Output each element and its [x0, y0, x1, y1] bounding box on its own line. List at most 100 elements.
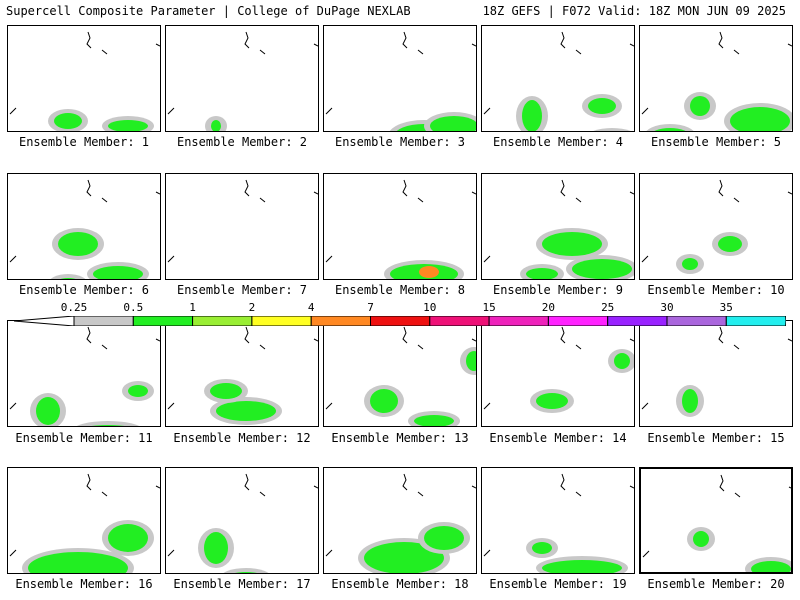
field-contour-mid	[542, 560, 622, 573]
field-contour-mid	[108, 524, 148, 552]
coastline	[167, 179, 318, 263]
map-field	[9, 473, 160, 573]
map-panel-member-14[interactable]	[481, 320, 635, 427]
field-contour-mid	[718, 236, 742, 252]
colorbar-segment	[666, 316, 727, 326]
map-field	[641, 31, 792, 131]
field-contour-mid	[536, 393, 568, 409]
map-panel-member-18[interactable]	[323, 467, 477, 574]
field-contour-mid	[216, 401, 276, 421]
coastline	[642, 474, 791, 558]
panel-label: Ensemble Member: 15	[647, 431, 785, 445]
colorbar-tick-label: 4	[307, 301, 315, 314]
coastline	[167, 473, 318, 557]
panel-label: Ensemble Member: 9	[492, 283, 624, 297]
map-field	[642, 474, 791, 572]
colorbar-tick-label: 15	[482, 301, 496, 314]
coastline	[167, 31, 318, 115]
field-contour-mid	[93, 266, 143, 279]
map-panel-member-17[interactable]	[165, 467, 319, 574]
field-contour-mid	[128, 385, 148, 397]
map-field	[9, 31, 160, 131]
colorbar-tick-label: 2	[248, 301, 256, 314]
map-panel-member-20[interactable]	[639, 467, 793, 574]
map-field	[9, 326, 160, 426]
field-contour-mid	[424, 526, 464, 550]
coastline	[641, 326, 792, 410]
field-contour-low	[223, 568, 269, 573]
colorbar-segment	[370, 316, 431, 326]
map-panel-member-7[interactable]	[165, 173, 319, 280]
panel-label: Ensemble Member: 12	[173, 431, 311, 445]
panel-label: Ensemble Member: 19	[489, 577, 627, 591]
coastline	[641, 179, 792, 263]
header-left-title: Supercell Composite Parameter | College …	[6, 4, 411, 18]
map-field	[325, 31, 476, 131]
colorbar-bar	[14, 316, 786, 326]
coastline	[483, 179, 634, 263]
map-panel-member-1[interactable]	[7, 25, 161, 132]
colorbar-tick-label: 0.25	[60, 301, 88, 314]
field-contour-mid	[542, 232, 602, 256]
panel-label: Ensemble Member: 10	[647, 283, 785, 297]
colorbar-tick-label: 1	[189, 301, 196, 314]
field-contour-mid	[91, 425, 125, 426]
panel-label: Ensemble Member: 18	[331, 577, 469, 591]
coastline	[9, 179, 160, 263]
field-contour-mid	[522, 100, 542, 131]
map-field	[325, 473, 476, 573]
field-contour-mid	[430, 116, 476, 131]
colorbar-segment	[725, 316, 786, 326]
map-panel-member-15[interactable]	[639, 320, 793, 427]
field-contour-mid	[588, 98, 616, 114]
map-panel-member-12[interactable]	[165, 320, 319, 427]
field-contour-mid	[682, 258, 698, 270]
map-panel-member-19[interactable]	[481, 467, 635, 574]
map-panel-member-11[interactable]	[7, 320, 161, 427]
map-field	[483, 31, 634, 131]
map-panel-member-9[interactable]	[481, 173, 635, 280]
field-contour-mid	[614, 353, 630, 369]
coastline	[483, 473, 634, 557]
field-contour-mid	[28, 552, 128, 573]
colorbar-tick-label: 20	[541, 301, 556, 314]
panel-label: Ensemble Member: 4	[492, 135, 624, 149]
map-panel-member-16[interactable]	[7, 467, 161, 574]
colorbar-segment	[310, 316, 372, 326]
colorbar-segment	[547, 316, 609, 326]
field-contour-mid	[526, 268, 558, 279]
field-contour-mid	[60, 278, 76, 279]
map-panel-member-3[interactable]	[323, 25, 477, 132]
field-contour-mid	[751, 561, 791, 572]
colorbar-tick-label: 30	[660, 301, 674, 314]
field-contour-mid	[654, 128, 686, 131]
map-panel-member-6[interactable]	[7, 173, 161, 280]
colorbar-segment	[251, 316, 312, 326]
field-contour-mid	[210, 383, 242, 399]
colorbar-segment	[429, 316, 490, 326]
map-panel-member-5[interactable]	[639, 25, 793, 132]
map-panel-member-2[interactable]	[165, 25, 319, 132]
field-contour-mid	[532, 542, 552, 554]
field-contour-low	[593, 128, 631, 131]
map-panel-member-8[interactable]	[323, 173, 477, 280]
map-panel-member-4[interactable]	[481, 25, 635, 132]
panel-label: Ensemble Member: 16	[15, 577, 153, 591]
map-panel-member-10[interactable]	[639, 173, 793, 280]
field-contour-mid	[466, 351, 476, 371]
coastline	[641, 31, 792, 115]
map-field	[641, 326, 792, 417]
map-panel-member-13[interactable]	[323, 320, 477, 427]
panel-label: Ensemble Member: 8	[334, 283, 466, 297]
panel-label: Ensemble Member: 3	[334, 135, 466, 149]
header-right-title: 18Z GEFS | F072 Valid: 18Z MON JUN 09 20…	[482, 4, 786, 18]
coastline	[483, 31, 634, 115]
coastline	[9, 31, 160, 115]
panel-label: Ensemble Member: 6	[18, 283, 150, 297]
map-field	[167, 326, 318, 425]
field-contour-mid	[234, 572, 258, 573]
colorbar-left-arrow	[14, 316, 75, 326]
panel-label: Ensemble Member: 20	[647, 577, 785, 591]
field-contour-high	[419, 266, 439, 278]
field-contour-mid	[108, 120, 148, 131]
